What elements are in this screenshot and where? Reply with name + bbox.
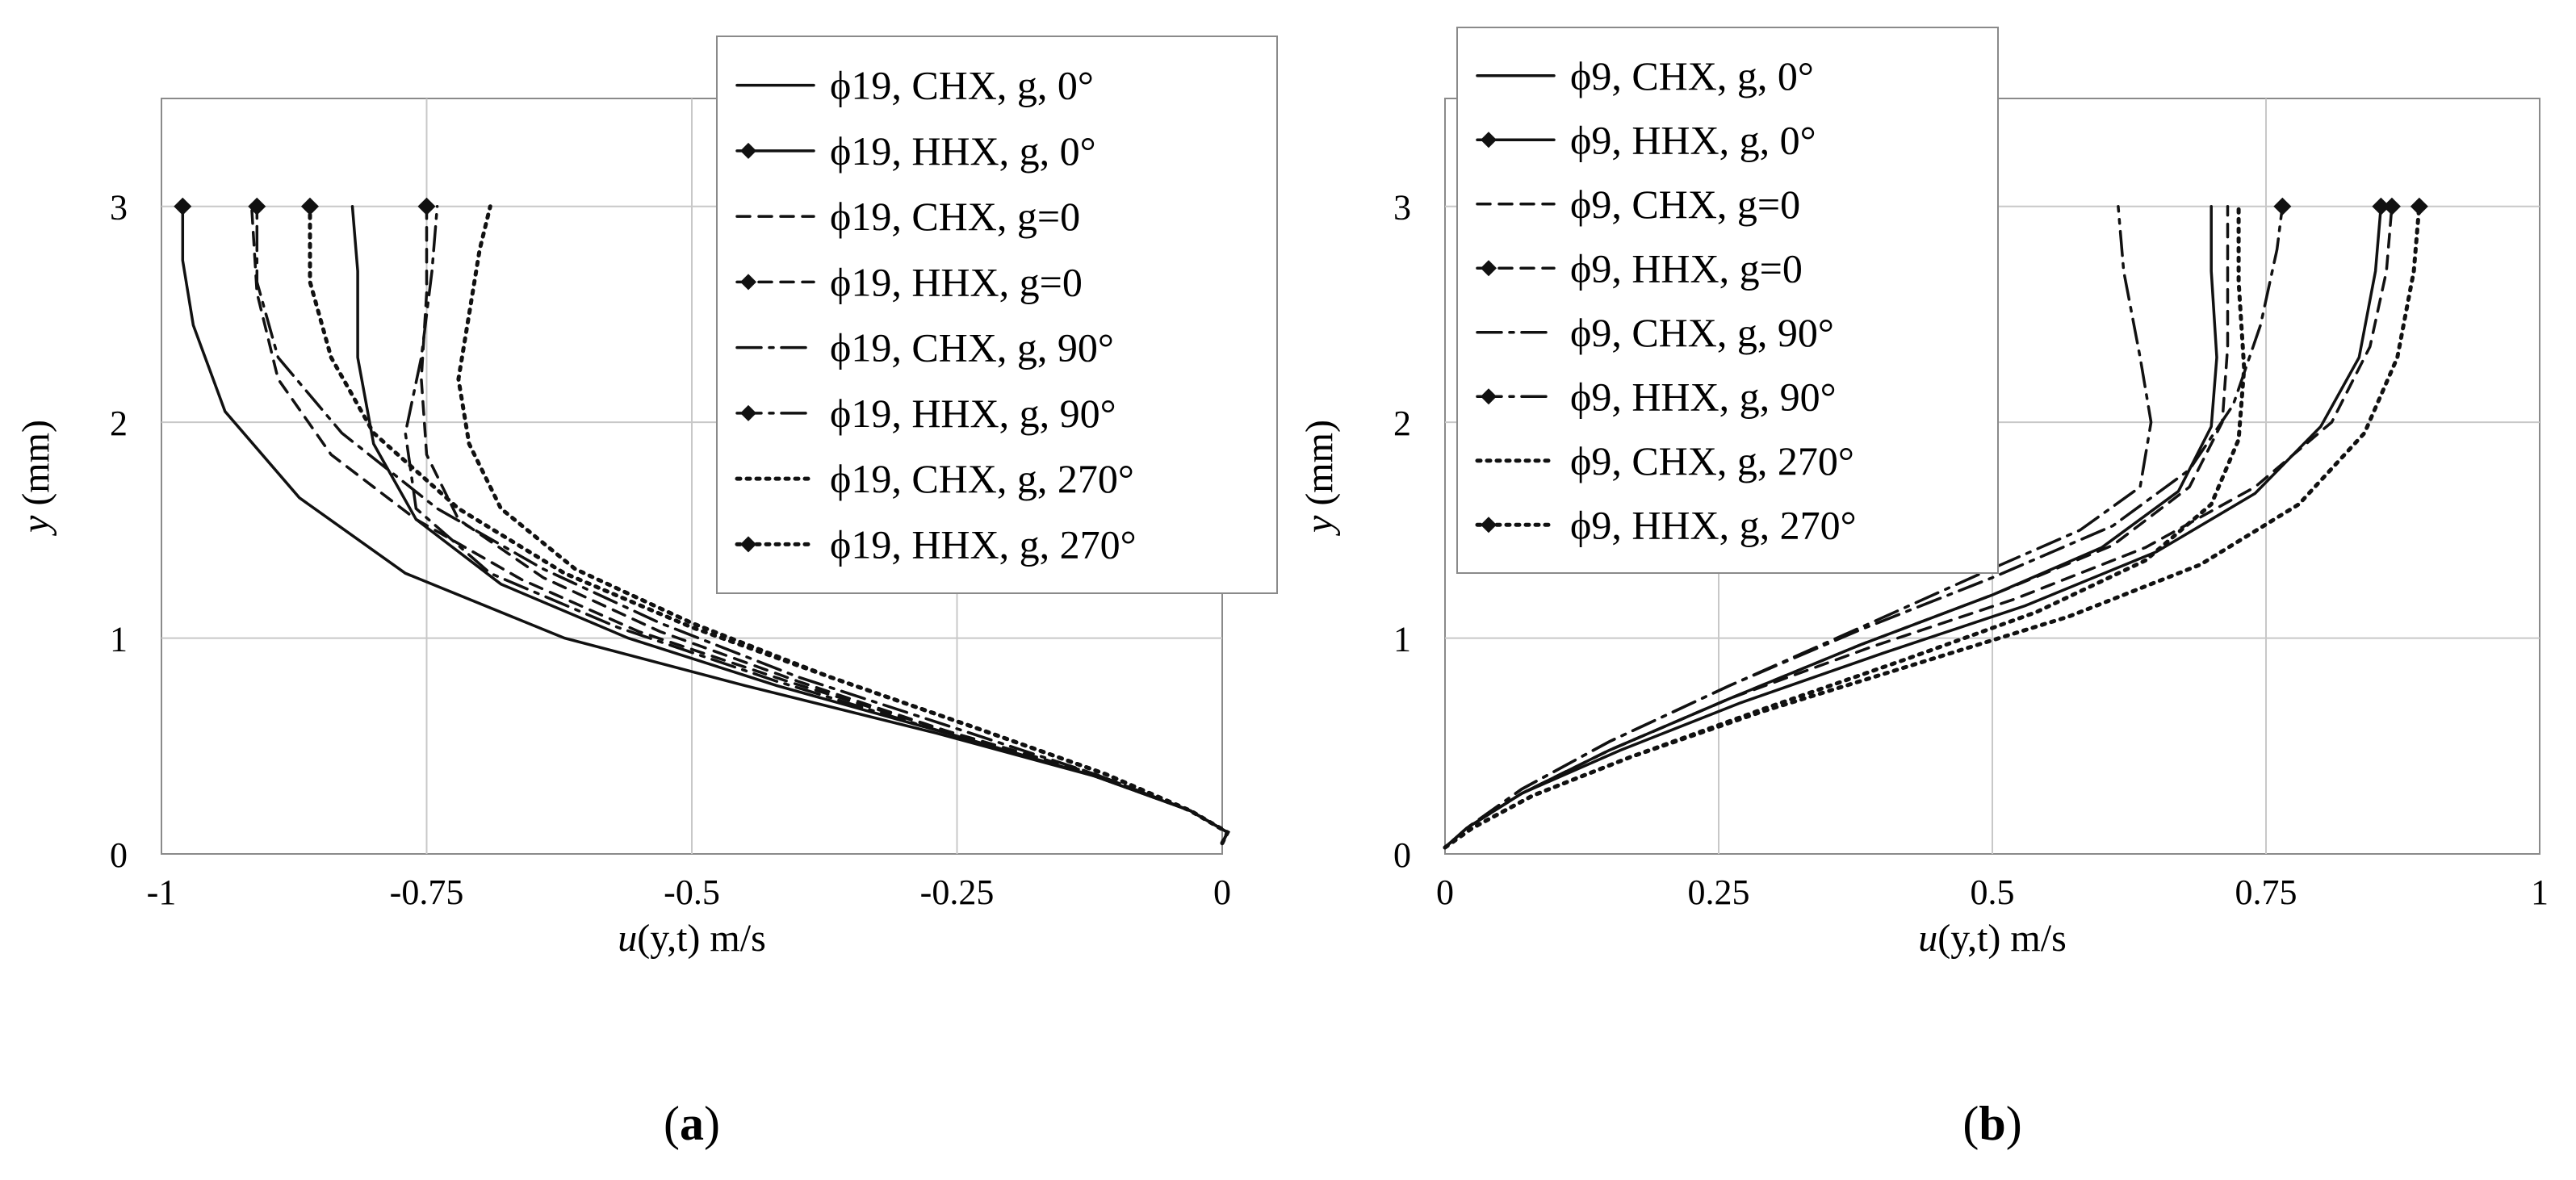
legend-marker-5 [740, 404, 756, 421]
legend: ϕ9, CHX, g, 0° ϕ9, HHX, g, 0° ϕ9, CHX, g=0… [1456, 27, 1999, 574]
x-axis-title: u(y,t) m/s [618, 917, 766, 960]
legend-label-3: ϕ9, HHX, g=0 [1570, 245, 1803, 291]
y-tick-label: 3 [110, 188, 128, 228]
legend-marker-7 [740, 536, 756, 553]
y-tick-label: 0 [110, 835, 128, 875]
series-marker-7 [2410, 197, 2428, 215]
legend-box [1456, 27, 1999, 574]
y-axis-title-unit: (mm) [1298, 420, 1341, 516]
x-tick-label: 0.5 [1971, 872, 2015, 912]
legend-marker-5 [1481, 388, 1497, 405]
x-axis-title-args: (y,t) [1937, 917, 2000, 960]
legend-marker-1 [1481, 132, 1497, 149]
series-marker-3 [417, 197, 436, 215]
y-tick-label: 3 [1393, 188, 1411, 228]
x-tick-label: -1 [147, 872, 177, 912]
legend-label-4: ϕ9, CHX, g, 90° [1570, 310, 1834, 355]
y-tick-label: 0 [1393, 835, 1411, 875]
legend-label-1: ϕ9, HHX, g, 0° [1570, 117, 1816, 162]
y-axis-title-var: y [1298, 515, 1341, 537]
series-line-3 [1443, 204, 2394, 849]
panel-label-open: ( [1962, 1097, 1979, 1150]
legend-label-6: ϕ9, CHX, g, 270° [1570, 438, 1854, 483]
x-tick-label: 0 [1436, 872, 1454, 912]
x-axis-title-unit: m/s [700, 917, 765, 960]
series-line-7 [308, 204, 1230, 846]
legend-label-4: ϕ19, CHX, g, 90° [830, 325, 1114, 370]
series-marker-3 [2382, 197, 2401, 215]
x-axis-title: u(y,t) m/s [1918, 917, 2067, 960]
legend: ϕ19, CHX, g, 0° ϕ19, HHX, g, 0° ϕ19, CHX, … [716, 36, 1278, 594]
panel-label: (b) [1962, 1097, 2021, 1150]
panel-label-close: ) [2006, 1097, 2022, 1150]
series-marker-1 [2372, 197, 2390, 215]
series-marker-5 [2273, 197, 2292, 215]
y-tick-label: 1 [1393, 620, 1411, 659]
x-tick-label: 1 [2531, 872, 2549, 912]
legend-label-2: ϕ19, CHX, g=0 [830, 194, 1080, 239]
series-line-7 [1443, 204, 2422, 850]
series-line-5 [255, 204, 1229, 845]
x-tick-label: 0.25 [1688, 872, 1750, 912]
legend-label-5: ϕ9, HHX, g, 90° [1570, 374, 1837, 419]
x-tick-label: -0.5 [664, 872, 720, 912]
legend-label-1: ϕ19, HHX, g, 0° [830, 128, 1096, 174]
series-marker-7 [300, 197, 319, 215]
panel-label-open: ( [664, 1097, 680, 1150]
legend-label-3: ϕ19, HHX, g=0 [830, 259, 1083, 304]
y-tick-label: 2 [110, 404, 128, 443]
y-tick-label: 2 [1393, 404, 1411, 443]
x-axis-title-args: (y,t) [637, 917, 700, 960]
x-tick-label: -0.25 [920, 872, 995, 912]
legend-label-5: ϕ19, HHX, g, 90° [830, 391, 1116, 436]
legend-label-7: ϕ9, HHX, g, 270° [1570, 502, 1857, 547]
y-tick-label: 1 [110, 620, 128, 659]
x-tick-label: 0 [1213, 872, 1231, 912]
legend-label-7: ϕ19, HHX, g, 270° [830, 521, 1137, 567]
legend-marker-3 [740, 274, 756, 291]
x-axis-title-var: u [618, 917, 637, 960]
y-axis-title: y (mm) [15, 420, 57, 537]
panel-label: (a) [664, 1097, 720, 1150]
x-tick-label: 0.75 [2235, 872, 2297, 912]
legend-box [716, 36, 1278, 594]
x-axis-title-var: u [1918, 917, 1937, 960]
legend-label-0: ϕ19, CHX, g, 0° [830, 63, 1094, 108]
series-marker-5 [248, 197, 266, 215]
panel-label-close: ) [704, 1097, 720, 1150]
x-tick-label: -0.75 [390, 872, 464, 912]
panel-a-chart: -1 -0.75 -0.5 -0.25 0 0 1 2 3 u(y,t) m/s y (mm) (a)… [15, 36, 1278, 1150]
panel-label-letter: a [680, 1097, 704, 1150]
x-axis-title-unit: m/s [2000, 917, 2066, 960]
legend-marker-3 [1481, 260, 1497, 277]
legend-label-6: ϕ19, CHX, g, 270° [830, 456, 1134, 501]
panel-b-chart: 0 0.25 0.5 0.75 1 0 1 2 3 u(y,t) m/s y (mm) (b) ϕ9, … [1298, 27, 2549, 1150]
y-axis-title-var: y [15, 515, 57, 537]
panel-label-letter: b [1979, 1097, 2005, 1150]
legend-marker-1 [740, 142, 756, 159]
legend-marker-7 [1481, 517, 1497, 534]
series-marker-1 [174, 197, 192, 215]
y-axis-title-unit: (mm) [15, 420, 57, 516]
legend-label-0: ϕ9, CHX, g, 0° [1570, 53, 1814, 98]
legend-label-2: ϕ9, CHX, g=0 [1570, 182, 1800, 227]
series-line-5 [1443, 204, 2285, 849]
y-axis-title: y (mm) [1298, 420, 1341, 537]
